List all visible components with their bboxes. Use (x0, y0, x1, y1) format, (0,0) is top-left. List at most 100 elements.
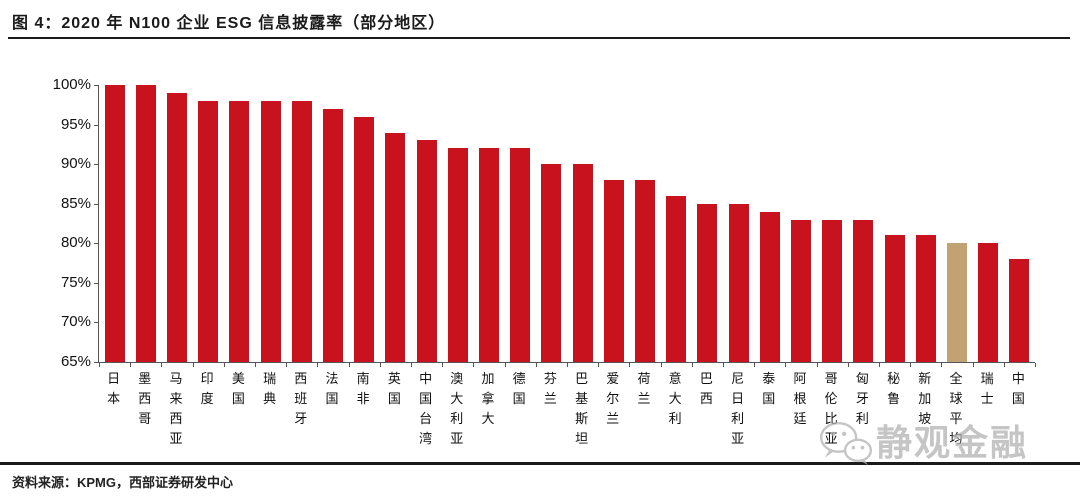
category-char: 亚 (824, 431, 838, 446)
category-char: 兰 (637, 391, 651, 406)
x-axis-tick-mark (223, 363, 225, 367)
category-char: 非 (356, 391, 370, 406)
category-char: 兰 (543, 391, 557, 406)
category-char: 美 (231, 371, 245, 386)
category-char: 爱 (606, 371, 620, 386)
category-label: 美国 (228, 369, 248, 409)
bar-西班牙 (291, 100, 312, 362)
category-label: 西班牙 (291, 369, 311, 429)
category-label: 意大利 (665, 369, 685, 429)
category-char: 本 (107, 391, 121, 406)
category-label: 中国 (1008, 369, 1028, 409)
bar-泰国 (759, 211, 780, 362)
category-char: 基 (575, 391, 589, 406)
category-label: 墨西哥 (135, 369, 155, 429)
category-char: 士 (980, 391, 994, 406)
y-axis-tick-label: 85% (60, 194, 91, 212)
category-char: 大 (450, 391, 464, 406)
y-axis-tick-mark (94, 124, 99, 126)
category-char: 亚 (169, 431, 183, 446)
category-char: 亚 (450, 431, 464, 446)
y-axis-tick-label: 80% (60, 234, 91, 252)
x-axis-tick-mark (972, 363, 974, 367)
x-axis-tick-mark (941, 363, 943, 367)
category-char: 伦 (824, 391, 838, 406)
category-char: 利 (731, 411, 745, 426)
category-char: 大 (668, 391, 682, 406)
category-char: 国 (387, 391, 401, 406)
category-label: 荷兰 (634, 369, 654, 409)
category-label: 全球平均 (946, 369, 966, 449)
y-axis-tick-mark (94, 164, 99, 166)
x-axis-tick-mark (286, 363, 288, 367)
category-char: 国 (1011, 391, 1025, 406)
category-char: 西 (699, 391, 713, 406)
category-char: 日 (731, 391, 745, 406)
bar-哥伦比亚 (822, 219, 843, 362)
x-axis-tick-mark (847, 363, 849, 367)
bar-匈牙利 (853, 219, 874, 362)
x-axis-tick-mark (473, 363, 475, 367)
bar-新加坡 (915, 235, 936, 362)
bar-爱尔兰 (603, 179, 624, 362)
category-char: 国 (512, 391, 526, 406)
category-char: 国 (325, 391, 339, 406)
bar-秘鲁 (884, 235, 905, 362)
x-axis-tick-mark (379, 363, 381, 367)
x-axis-tick-mark (691, 363, 693, 367)
category-char: 马 (169, 371, 183, 386)
category-label: 德国 (509, 369, 529, 409)
category-label: 马来西亚 (166, 369, 186, 449)
x-axis-tick-mark (1003, 363, 1005, 367)
category-char: 中 (419, 371, 433, 386)
category-char: 加 (481, 371, 495, 386)
source-note: 资料来源：KPMG，西部证券研发中心 (12, 475, 234, 490)
x-axis-tick-mark (1035, 363, 1036, 367)
category-char: 加 (918, 391, 932, 406)
category-char: 利 (450, 411, 464, 426)
bar-墨西哥 (135, 85, 156, 362)
category-label: 日本 (104, 369, 124, 409)
x-axis-tick-mark (879, 363, 880, 367)
x-axis-tick-mark (192, 363, 194, 367)
bar-英国 (385, 132, 406, 362)
category-char: 哥 (138, 411, 152, 426)
y-axis-tick-label: 65% (60, 353, 91, 370)
category-char: 英 (387, 371, 401, 386)
category-char: 牙 (294, 411, 308, 426)
x-axis-tick-mark (348, 363, 350, 367)
bar-印度 (198, 100, 219, 362)
category-char: 比 (824, 411, 838, 426)
x-axis-tick-mark (535, 363, 537, 367)
category-char: 廷 (793, 411, 807, 426)
category-char: 根 (793, 391, 807, 406)
bar-美国 (229, 100, 250, 362)
bar-荷兰 (635, 179, 655, 362)
category-char: 兰 (606, 411, 620, 426)
bar-法国 (323, 108, 343, 362)
bar-马来西亚 (167, 92, 187, 362)
y-axis-tick-mark (94, 243, 99, 245)
bar-加拿大 (479, 148, 499, 362)
category-char: 澳 (450, 371, 464, 386)
category-label: 尼日利亚 (728, 369, 748, 449)
category-char: 平 (949, 411, 963, 426)
category-char: 阿 (793, 371, 807, 386)
bar-巴西 (697, 203, 718, 362)
bottom-divider (0, 462, 1080, 465)
category-label: 秘鲁 (884, 369, 904, 409)
category-char: 匈 (855, 371, 869, 386)
category-label: 瑞士 (977, 369, 997, 409)
category-char: 芬 (543, 371, 557, 386)
category-char: 中 (1011, 371, 1025, 386)
category-char: 湾 (419, 431, 433, 446)
category-char: 度 (200, 391, 214, 406)
bar-意大利 (666, 195, 687, 362)
y-axis-tick-label: 100% (52, 76, 91, 93)
category-label: 爱尔兰 (603, 369, 623, 429)
category-char: 国 (762, 391, 776, 406)
category-char: 来 (169, 391, 183, 406)
x-axis-tick-mark (816, 363, 818, 367)
category-char: 拿 (481, 391, 495, 406)
